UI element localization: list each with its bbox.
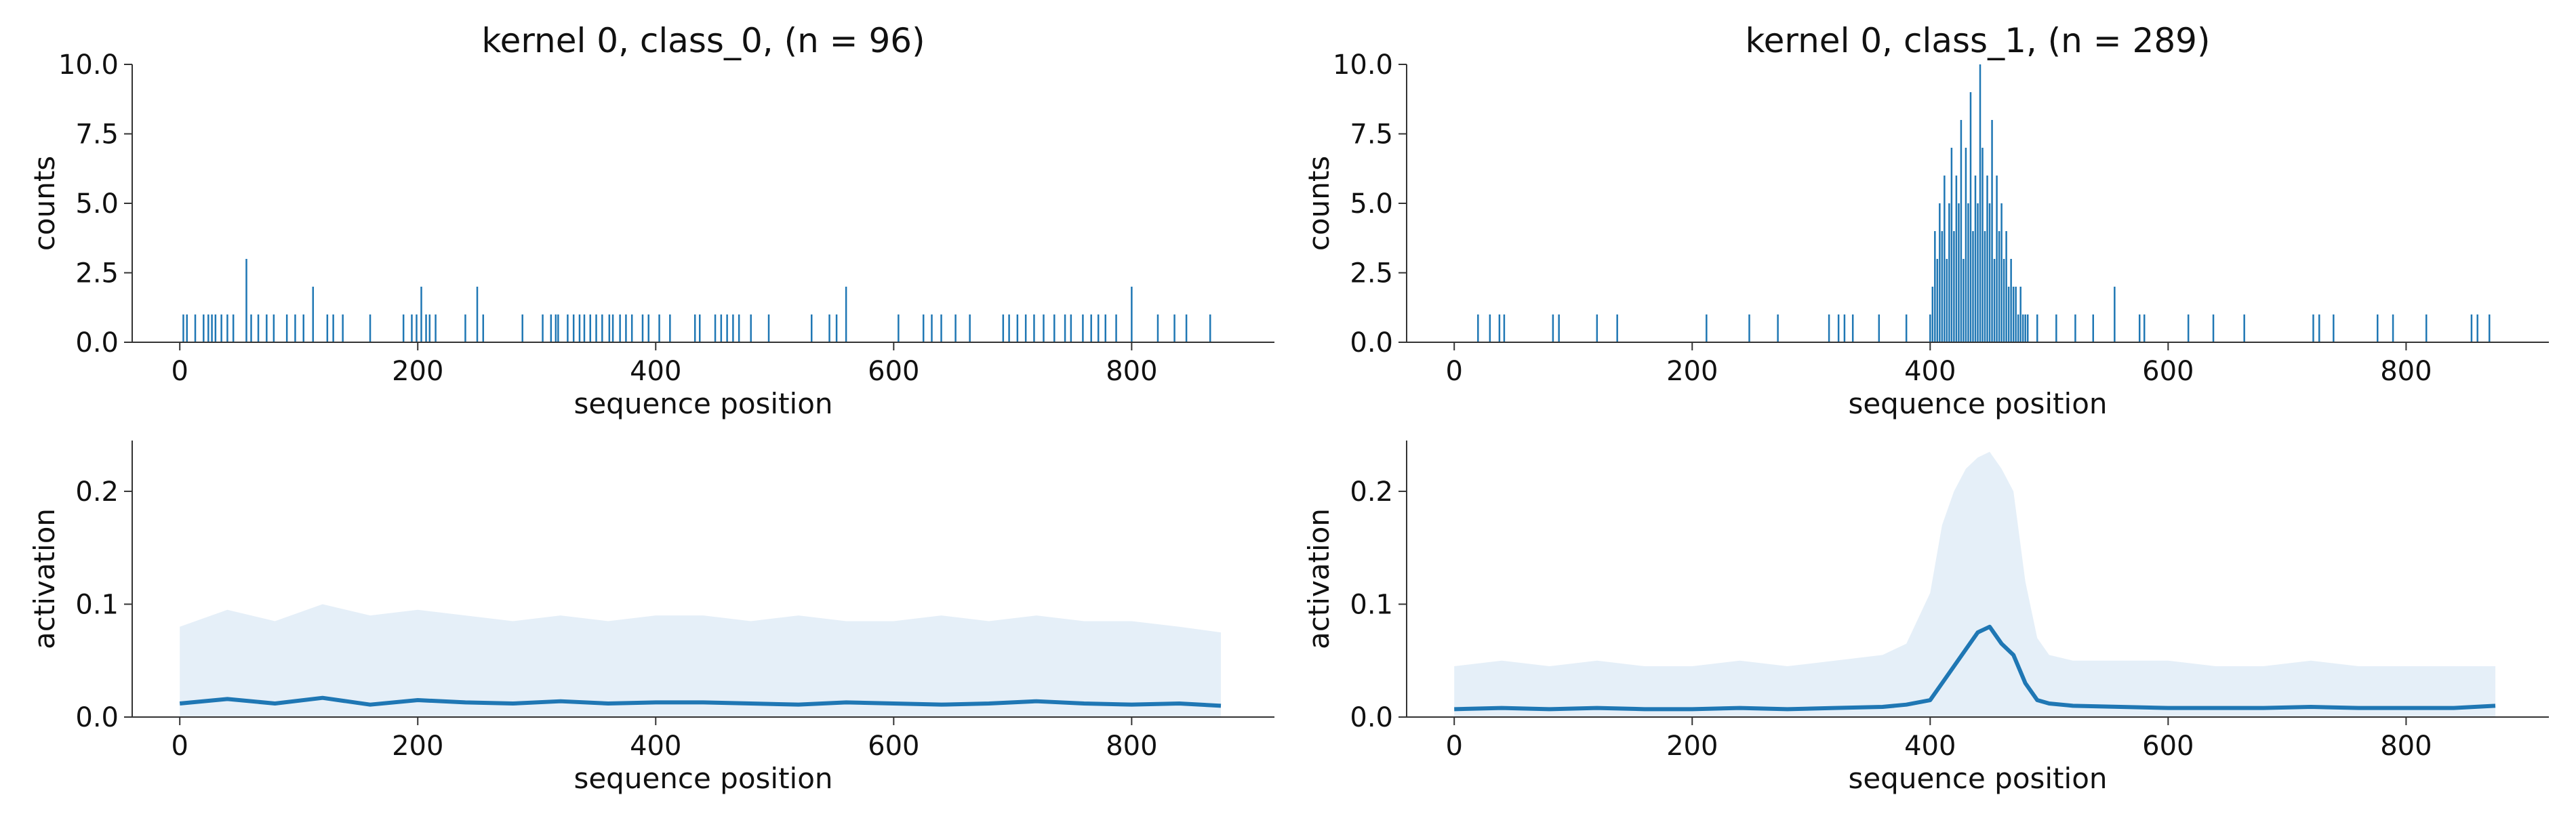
x-tick-label: 800 <box>1106 731 1157 762</box>
x-tick-label: 0 <box>171 731 188 762</box>
x-tick-label: 0 <box>171 356 188 387</box>
chart-panel-3: 0 200 400 600 800 0.0 0.1 0.2 sequence position a… <box>1302 441 2549 795</box>
activation-band <box>1454 451 2496 717</box>
y-tick-label: 0.1 <box>75 589 119 620</box>
y-axis-label: counts <box>1302 156 1335 251</box>
y-tick-label: 7.5 <box>75 119 119 150</box>
chart-panel-1: 0 200 400 600 800 0.0 2.5 5.0 7.5 10.0 sequence po… <box>1302 21 2549 420</box>
x-tick-label: 800 <box>2380 731 2432 762</box>
y-tick-label: 0.0 <box>75 327 119 359</box>
x-axis-label: sequence position <box>1848 387 2107 420</box>
y-tick-label: 0.0 <box>1350 327 1393 359</box>
chart-title: kernel 0, class_0, (n = 96) <box>481 21 925 60</box>
y-tick-label: 0.1 <box>1350 589 1393 620</box>
x-tick-label: 600 <box>2142 731 2194 762</box>
x-tick-label: 600 <box>2142 356 2194 387</box>
x-axis-label: sequence position <box>573 762 832 795</box>
activation-band <box>180 604 1222 717</box>
chart-title: kernel 0, class_1, (n = 289) <box>1746 21 2211 60</box>
x-tick-label: 600 <box>868 356 919 387</box>
x-axis-label: sequence position <box>573 387 832 420</box>
x-tick-label: 400 <box>1904 356 1956 387</box>
y-axis-label: activation <box>28 508 61 649</box>
x-axis-label: sequence position <box>1848 762 2107 795</box>
activation-mean-line <box>1454 624 2496 712</box>
y-tick-label: 2.5 <box>75 258 119 289</box>
x-tick-label: 800 <box>1106 356 1157 387</box>
activation-mean-line <box>179 695 1222 708</box>
y-tick-label: 0.2 <box>1350 476 1393 508</box>
y-tick-label: 0.0 <box>1350 702 1393 733</box>
y-tick-label: 2.5 <box>1350 258 1393 289</box>
chart-panel-2: 0 200 400 600 800 0.0 0.1 0.2 sequence position a… <box>28 441 1274 795</box>
y-tick-label: 5.0 <box>1350 188 1393 220</box>
y-axis-label: activation <box>1302 508 1335 649</box>
x-tick-label: 0 <box>1445 731 1462 762</box>
y-tick-label: 10.0 <box>58 49 119 81</box>
x-tick-label: 200 <box>1666 356 1718 387</box>
x-tick-label: 600 <box>868 731 919 762</box>
x-tick-label: 200 <box>1666 731 1718 762</box>
x-tick-label: 400 <box>1904 731 1956 762</box>
x-tick-label: 800 <box>2380 356 2432 387</box>
y-tick-label: 5.0 <box>75 188 119 220</box>
x-tick-label: 400 <box>630 731 681 762</box>
x-tick-label: 400 <box>630 356 681 387</box>
y-tick-label: 0.0 <box>75 702 119 733</box>
x-tick-label: 200 <box>392 731 443 762</box>
x-tick-label: 200 <box>392 356 443 387</box>
chart-panel-0: 0 200 400 600 800 0.0 2.5 5.0 7.5 10.0 sequence po… <box>28 21 1274 420</box>
y-axis-label: counts <box>28 156 61 251</box>
y-tick-label: 0.2 <box>75 476 119 508</box>
y-tick-label: 10.0 <box>1333 49 1393 81</box>
x-tick-label: 0 <box>1445 356 1462 387</box>
y-tick-label: 7.5 <box>1350 119 1393 150</box>
